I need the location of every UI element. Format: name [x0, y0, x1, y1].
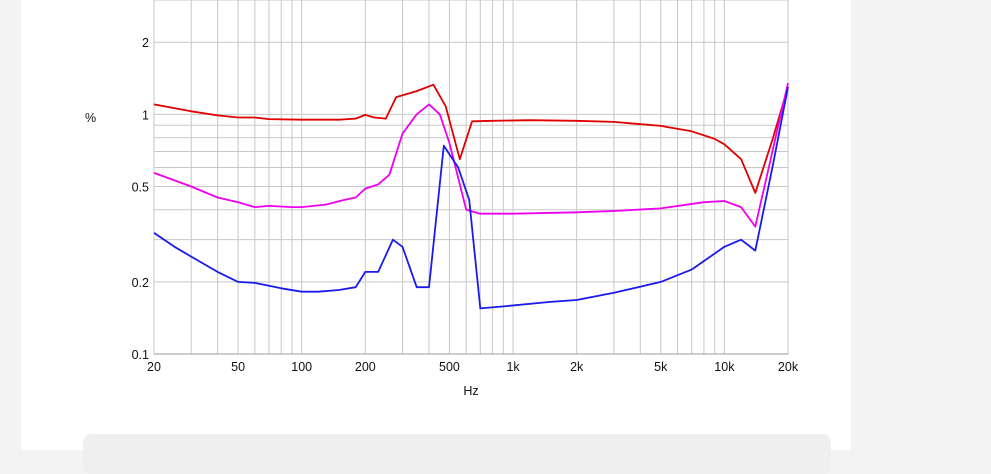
- y-tick-label: 1: [142, 108, 149, 122]
- y-tick-label: 0.5: [132, 180, 149, 194]
- caption-panel: [83, 434, 831, 474]
- x-tick-label: 50: [231, 360, 245, 374]
- x-tick-label: 1k: [506, 360, 520, 374]
- series-line-1: [153, 83, 789, 194]
- x-tick-label: 10k: [714, 360, 735, 374]
- x-tick-label: 5k: [654, 360, 668, 374]
- series-line-3: [153, 86, 789, 310]
- x-tick-label: 20k: [778, 360, 799, 374]
- chart-card: 20 50 100 200 500 1k 2k 5k 10k 20k 0.1 0.2 0.5 1 2 % H…: [21, 0, 851, 474]
- y-tick-label: 0.2: [132, 276, 149, 290]
- x-tick-label: 500: [439, 360, 460, 374]
- series-lines: [153, 82, 789, 310]
- y-axis-label: %: [85, 111, 96, 125]
- line-chart: 20 50 100 200 500 1k 2k 5k 10k 20k 0.1 0.2 0.5 1 2 % H…: [85, 0, 799, 398]
- tick-labels: 20 50 100 200 500 1k 2k 5k 10k 20k 0.1 0.2 0.5 1 2: [132, 36, 799, 374]
- x-axis-label: Hz: [463, 384, 478, 398]
- x-tick-label: 100: [291, 360, 312, 374]
- y-tick-label: 2: [142, 36, 149, 50]
- plot-area: [154, 0, 788, 354]
- x-tick-label: 20: [147, 360, 161, 374]
- x-tick-label: 200: [355, 360, 376, 374]
- series-line-2: [153, 82, 789, 228]
- y-tick-label: 0.1: [132, 348, 149, 362]
- grid: [153, 0, 789, 355]
- x-tick-label: 2k: [570, 360, 584, 374]
